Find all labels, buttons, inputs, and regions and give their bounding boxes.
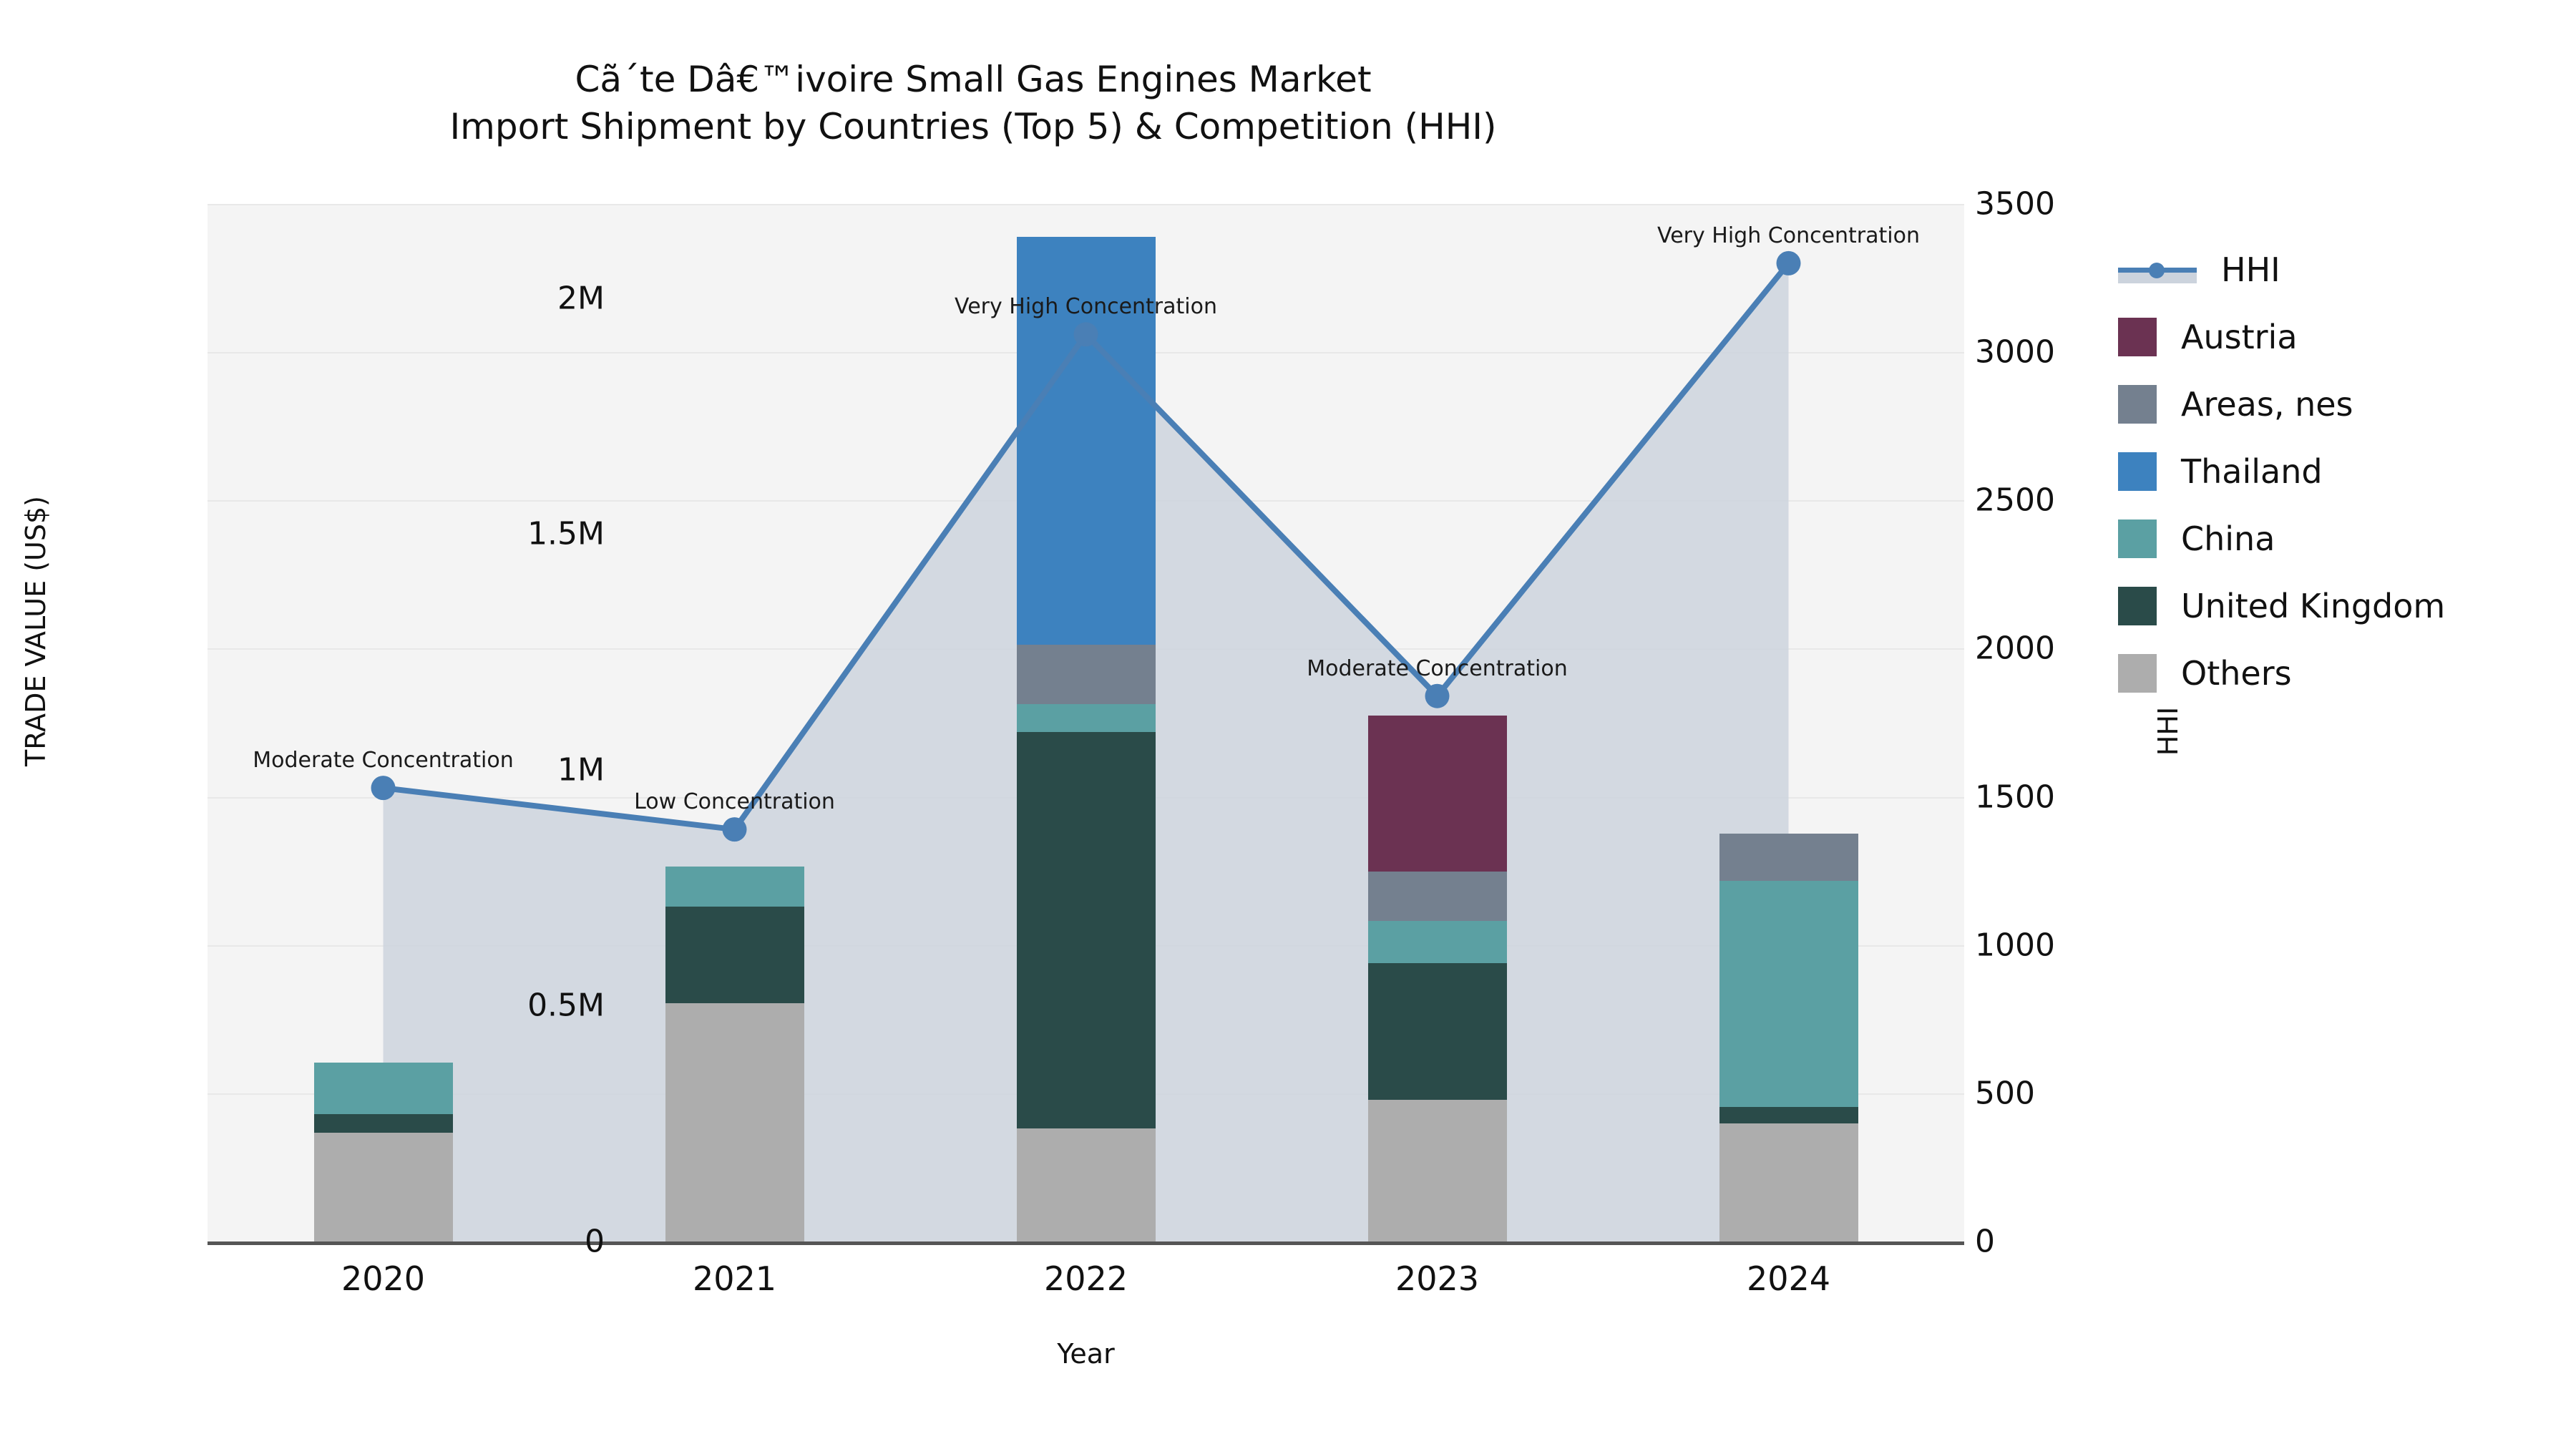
bar-segment-areas-nes-2024[interactable] xyxy=(1719,833,1858,881)
plot-area xyxy=(208,204,1964,1243)
legend-swatch-icon xyxy=(2118,654,2157,693)
bar-segment-united-kingdom-2021[interactable] xyxy=(665,907,804,1004)
y-right-tick-3500: 3500 xyxy=(1975,185,2055,223)
y-right-tick-1500: 1500 xyxy=(1975,779,2055,816)
y-right-tick-500: 500 xyxy=(1975,1075,2035,1112)
y-right-tick-1000: 1000 xyxy=(1975,927,2055,964)
legend-label: HHI xyxy=(2221,250,2280,289)
bar-segment-united-kingdom-2024[interactable] xyxy=(1719,1107,1858,1124)
bar-segment-china-2023[interactable] xyxy=(1367,920,1507,964)
legend-swatch-icon xyxy=(2118,318,2157,356)
x-tick-2024: 2024 xyxy=(1746,1259,1831,1298)
bar-segment-united-kingdom-2020[interactable] xyxy=(313,1114,453,1133)
hhi-point-2021[interactable] xyxy=(722,817,747,842)
chart-title: Cã´te Dâ€™ivoire Small Gas Engines Marke… xyxy=(0,56,1946,150)
bar-segment-china-2021[interactable] xyxy=(665,867,804,907)
bar-segment-others-2024[interactable] xyxy=(1719,1123,1858,1241)
x-tick-2023: 2023 xyxy=(1395,1259,1480,1298)
legend: HHI Austria Areas, nes Thailand China United … xyxy=(2118,236,2562,707)
legend-item-others[interactable]: Others xyxy=(2118,640,2562,707)
y-axis-left-label: TRADE VALUE (US$) xyxy=(20,496,52,766)
y-left-tick-0: 0 xyxy=(585,1223,605,1260)
bar-segment-austria-2023[interactable] xyxy=(1367,716,1507,872)
legend-swatch-icon xyxy=(2118,452,2157,491)
bar-segment-china-2020[interactable] xyxy=(313,1062,453,1115)
legend-item-austria[interactable]: Austria xyxy=(2118,303,2562,371)
legend-label: China xyxy=(2181,519,2275,558)
legend-item-united-kingdom[interactable]: United Kingdom xyxy=(2118,572,2562,640)
chart-title-line-1: Cã´te Dâ€™ivoire Small Gas Engines Marke… xyxy=(575,59,1372,100)
bar-segment-others-2021[interactable] xyxy=(665,1003,804,1241)
gridline xyxy=(208,204,1964,205)
bar-segment-others-2022[interactable] xyxy=(1016,1128,1156,1241)
hhi-point-2023[interactable] xyxy=(1425,683,1450,708)
legend-line-marker-icon xyxy=(2118,250,2197,289)
bar-segment-others-2023[interactable] xyxy=(1367,1100,1507,1241)
annotation-2024: Very High Concentration xyxy=(1657,223,1920,248)
bar-segment-united-kingdom-2023[interactable] xyxy=(1367,963,1507,1101)
annotation-2020: Moderate Concentration xyxy=(253,748,514,774)
y-left-tick-0.5M: 0.5M xyxy=(527,987,605,1024)
x-tick-2020: 2020 xyxy=(341,1259,426,1298)
y-right-tick-0: 0 xyxy=(1975,1223,1995,1260)
bar-segment-china-2022[interactable] xyxy=(1016,703,1156,733)
legend-label: Others xyxy=(2181,654,2292,693)
legend-item-hhi[interactable]: HHI xyxy=(2118,236,2562,303)
y-right-tick-3000: 3000 xyxy=(1975,333,2055,371)
bar-segment-areas-nes-2023[interactable] xyxy=(1367,871,1507,921)
legend-item-areas-nes[interactable]: Areas, nes xyxy=(2118,371,2562,438)
legend-swatch-icon xyxy=(2118,587,2157,625)
x-axis-label: Year xyxy=(1057,1338,1115,1370)
y-left-tick-1.5M: 1.5M xyxy=(527,515,605,552)
legend-label: Areas, nes xyxy=(2181,385,2353,424)
bar-segment-areas-nes-2022[interactable] xyxy=(1016,645,1156,704)
x-tick-2021: 2021 xyxy=(692,1259,777,1298)
legend-item-china[interactable]: China xyxy=(2118,505,2562,572)
x-axis-line xyxy=(208,1241,1964,1245)
legend-label: Austria xyxy=(2181,318,2298,356)
legend-label: United Kingdom xyxy=(2181,587,2446,625)
bar-segment-china-2024[interactable] xyxy=(1719,880,1858,1108)
legend-swatch-icon xyxy=(2118,385,2157,424)
hhi-point-2024[interactable] xyxy=(1776,250,1801,275)
bar-segment-others-2020[interactable] xyxy=(313,1133,453,1241)
y-left-tick-1M: 1M xyxy=(557,751,605,789)
annotation-2021: Low Concentration xyxy=(634,789,835,815)
legend-item-thailand[interactable]: Thailand xyxy=(2118,438,2562,505)
bar-segment-united-kingdom-2022[interactable] xyxy=(1016,732,1156,1128)
y-right-tick-2000: 2000 xyxy=(1975,630,2055,667)
legend-swatch-icon xyxy=(2118,519,2157,558)
legend-label: Thailand xyxy=(2181,452,2323,491)
annotation-2023: Moderate Concentration xyxy=(1307,655,1568,681)
chart-title-line-2: Import Shipment by Countries (Top 5) & C… xyxy=(449,106,1497,147)
y-left-tick-2M: 2M xyxy=(557,280,605,317)
x-tick-2022: 2022 xyxy=(1043,1259,1128,1298)
annotation-2022: Very High Concentration xyxy=(955,294,1217,320)
y-right-tick-2500: 2500 xyxy=(1975,482,2055,519)
